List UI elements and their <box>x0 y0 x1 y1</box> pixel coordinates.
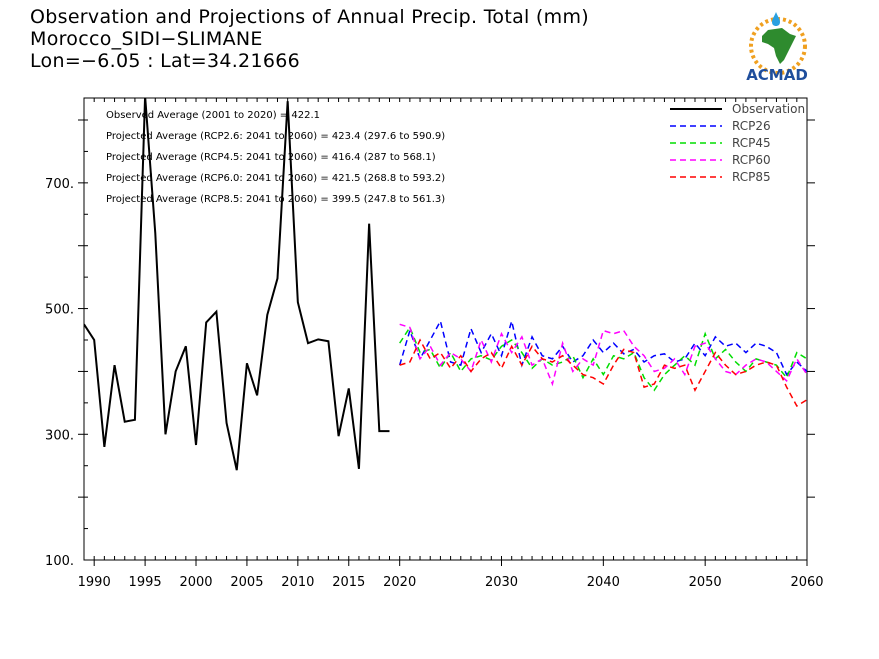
annotation-rcp26-average: Projected Average (RCP2.6: 2041 to 2060)… <box>106 131 445 142</box>
legend-label-rcp26: RCP26 <box>732 119 771 133</box>
annotation-observed-average: Observed Average (2001 to 2020) = 422.1 <box>106 110 320 121</box>
x-tick-label: 2015 <box>332 575 365 590</box>
x-tick-label: 2000 <box>179 575 212 590</box>
x-tick-label: 2020 <box>383 575 416 590</box>
x-tick-label: 2050 <box>689 575 722 590</box>
x-tick-label: 1995 <box>129 575 162 590</box>
legend-label-rcp45: RCP45 <box>732 136 771 150</box>
x-tick-label: 2010 <box>281 575 314 590</box>
title-block: Observation and Projections of Annual Pr… <box>30 6 589 72</box>
series-lines <box>84 98 807 471</box>
y-tick-label: 100. <box>45 554 74 569</box>
station-coordinates: Lon=−6.05 : Lat=34.21666 <box>30 50 300 72</box>
average-annotations: Observed Average (2001 to 2020) = 422.1 … <box>106 110 445 205</box>
series-line-rcp60 <box>399 323 807 387</box>
legend-label-rcp60: RCP60 <box>732 153 771 167</box>
x-tick-label: 2040 <box>587 575 620 590</box>
axis-ticks <box>78 98 815 566</box>
station-name: Morocco_SIDI−SLIMANE <box>30 28 263 50</box>
series-line-observation <box>84 98 390 471</box>
legend-label-rcp85: RCP85 <box>732 170 771 184</box>
annotation-rcp60-average: Projected Average (RCP6.0: 2041 to 2060)… <box>106 173 445 184</box>
acmad-logo: ACMAD <box>746 12 808 84</box>
x-tick-label: 2060 <box>790 575 823 590</box>
chart-title: Observation and Projections of Annual Pr… <box>30 6 589 28</box>
series-line-rcp26 <box>398 318 807 376</box>
series-line-rcp85 <box>399 338 807 408</box>
legend: Observation RCP26 RCP45 RCP60 RCP85 <box>670 102 805 184</box>
x-tick-label: 2030 <box>485 575 518 590</box>
plot-frame <box>83 97 808 561</box>
africa-map-sun-logo <box>749 12 807 75</box>
y-axis-tick-labels: 100. 300. 500. 700. <box>45 177 74 569</box>
x-axis-tick-labels: 1990 1995 2000 2005 2010 2015 2020 2030 2040 2050… <box>78 575 824 590</box>
y-tick-label: 700. <box>45 177 74 192</box>
annotation-rcp85-average: Projected Average (RCP8.5: 2041 to 2060)… <box>106 194 445 205</box>
annotation-rcp45-average: Projected Average (RCP4.5: 2041 to 2060)… <box>106 152 436 163</box>
series-line-rcp45 <box>399 325 807 392</box>
legend-label-observation: Observation <box>732 102 805 116</box>
x-tick-label: 2005 <box>230 575 263 590</box>
y-tick-label: 500. <box>45 303 74 318</box>
logo-text: ACMAD <box>746 66 808 84</box>
x-tick-label: 1990 <box>78 575 111 590</box>
y-tick-label: 300. <box>45 428 74 443</box>
